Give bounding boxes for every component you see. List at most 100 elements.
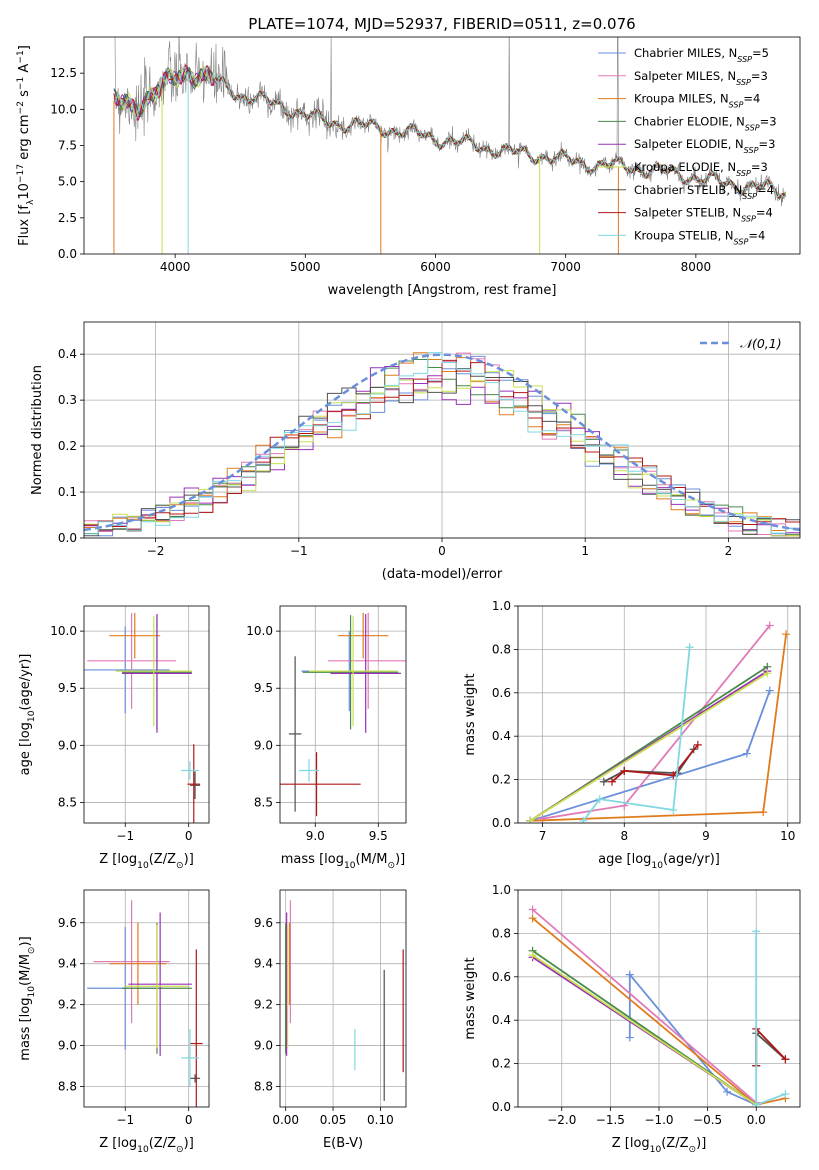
y-tick-label: 0.8 xyxy=(492,926,511,940)
series-chabrier_miles xyxy=(530,690,771,822)
point-marker-kroupa_elodie xyxy=(528,951,537,960)
legend-name: Chabrier STELIB, N xyxy=(634,183,742,197)
x-axis-label: wavelength [Angstrom, rest frame] xyxy=(328,283,557,298)
y-tick-label: 5.0 xyxy=(58,175,77,189)
chart-age_vs_Z: −1 08.59.09.510.0Z [log10(Z/Z⊙)]age [log1… xyxy=(18,605,210,871)
point-marker-kroupa_stelib xyxy=(685,643,694,652)
label-part: )] xyxy=(696,1136,706,1151)
legend-value: =3 xyxy=(751,160,768,174)
x-tick-label: −2 xyxy=(147,544,165,558)
y-tick-label: 0.0 xyxy=(58,531,77,545)
legend-entry: Salpeter STELIB, NSSP=4 xyxy=(634,206,773,224)
y-tick-label: 0.2 xyxy=(58,439,77,453)
y-tick-label: 9.5 xyxy=(58,681,77,695)
legend-sub: SSP xyxy=(745,123,760,132)
x-tick-label: 0.10 xyxy=(367,1113,394,1127)
y-tick-label: 1.0 xyxy=(492,883,511,897)
legend-name: Kroupa MILES, N xyxy=(634,92,729,106)
label-part: )] xyxy=(184,852,194,867)
y-tick-label: 8.5 xyxy=(58,795,77,809)
point-marker-kroupa_miles xyxy=(528,914,537,923)
point-marker-kroupa_elodie xyxy=(526,816,535,823)
point-marker-chabrier_miles xyxy=(742,749,751,758)
model-spectrum-kroupa_stelib xyxy=(113,65,787,198)
model-spectrum-salpeter_stelib xyxy=(113,64,786,199)
chart-mass_vs_Z: −1 08.89.09.29.49.6Z [log10(Z/Z⊙)]mass [l… xyxy=(18,889,210,1155)
y-tick-label: 9.0 xyxy=(58,1039,77,1053)
legend-sub: SSP xyxy=(736,169,751,178)
x-tick-label: 9.5 xyxy=(369,829,388,843)
axes-frame xyxy=(279,605,407,824)
label-part: 10 xyxy=(27,986,37,998)
chart-residuals: −2 −1 0 1 2 0.0 0.1 0.2 0.3 0.4 𝒩(0,1) (data-model)… xyxy=(30,321,801,582)
y-tick-label: 0.8 xyxy=(492,642,511,656)
x-tick-label: 8 xyxy=(620,829,628,843)
gridlines xyxy=(280,606,406,823)
y-tick-label: 0.1 xyxy=(58,485,77,499)
y-tick-label: 9.5 xyxy=(254,681,273,695)
x-tick-label: 7000 xyxy=(550,260,581,274)
label-part: λ xyxy=(26,199,36,205)
x-axis-label: Z [log10(Z/Z⊙)] xyxy=(99,852,194,871)
point-marker-chabrier_miles xyxy=(723,1087,732,1096)
legend-sub: SSP xyxy=(744,146,759,155)
point-marker-chabrier_miles xyxy=(625,970,634,979)
plot-area xyxy=(285,900,404,1101)
label-part: A xyxy=(17,64,32,77)
x-tick-label: 2 xyxy=(725,544,733,558)
y-axis-label: mass [log10(M/M⊙)] xyxy=(18,936,37,1060)
label-part: (Z/Z xyxy=(149,852,176,867)
legend-entry: Kroupa MILES, NSSP=4 xyxy=(634,92,760,110)
x-axis-label: age [log10(age/yr)] xyxy=(598,852,720,871)
x-tick-label: 0.00 xyxy=(272,1113,299,1127)
y-tick-label: 2.5 xyxy=(58,211,77,225)
x-tick-label: 0.05 xyxy=(320,1113,347,1127)
chart-spectrum: 4000 5000 6000 7000 8000 0.0 2.5 5.0 7.5 10.0 12.5… xyxy=(16,15,801,298)
label-part: (M/M xyxy=(18,954,33,986)
y-tick-label: 12.5 xyxy=(50,66,77,80)
point-marker-kroupa_stelib xyxy=(595,795,604,804)
point-marker-salpeter_miles xyxy=(538,814,547,823)
model-spectrum-salpeter_miles xyxy=(113,64,787,198)
label-part: (Z/Z xyxy=(661,1136,688,1151)
gridlines xyxy=(84,890,209,1107)
y-tick-label: 9.0 xyxy=(254,738,273,752)
label-part: ⊙ xyxy=(176,1145,184,1155)
gridlines xyxy=(84,606,209,823)
legend-entry: Chabrier STELIB, NSSP=4 xyxy=(634,183,774,201)
series-salpeter_stelib xyxy=(611,744,699,783)
x-tick-label: −1 xyxy=(290,544,308,558)
y-tick-label: 9.6 xyxy=(58,916,77,930)
point-marker-kroupa_miles xyxy=(759,808,768,817)
x-tick-label: 7 xyxy=(539,829,547,843)
legend-name: Chabrier MILES, N xyxy=(634,46,737,60)
label-part: )] xyxy=(395,852,405,867)
legend-value: =3 xyxy=(758,137,775,151)
y-tick-label: 10.0 xyxy=(246,624,273,638)
x-axis-label: mass [log10(M/M⊙)] xyxy=(281,852,405,871)
chart-title: PLATE=1074, MJD=52937, FIBERID=0511, z=0… xyxy=(248,15,635,33)
y-tick-label: 9.0 xyxy=(58,738,77,752)
label-part: ⊙ xyxy=(176,861,184,871)
series-salpeter_miles xyxy=(532,908,757,1104)
gridlines xyxy=(518,889,800,1108)
label-part: ] xyxy=(17,45,32,50)
histogram-kroupa_miles xyxy=(84,352,800,537)
legend-entry: Salpeter ELODIE, NSSP=3 xyxy=(634,137,775,155)
y-tick-label: 10.0 xyxy=(50,102,77,116)
x-tick-label: 0 xyxy=(185,1113,193,1127)
label-part: (age/yr)] xyxy=(663,852,720,867)
x-tick-label: 5000 xyxy=(290,260,321,274)
legend-entry: Chabrier MILES, NSSP=5 xyxy=(634,46,769,64)
chart-weight_vs_Z: −2.0 −1.5 −1.0 −0.5 0.0 0.0 0.2 0.4 0.6 0.8 1.0 Z [… xyxy=(463,883,801,1155)
label-part: ⊙ xyxy=(387,861,395,871)
label-part: (M/M xyxy=(356,852,388,867)
point-marker-salpeter_stelib xyxy=(693,740,702,749)
legend-value: =4 xyxy=(748,228,765,242)
plot-area xyxy=(280,612,406,817)
point-marker-kroupa_stelib xyxy=(669,805,678,814)
y-axis-label: mass weight xyxy=(463,957,478,1039)
legend-sub: SSP xyxy=(741,214,756,223)
label-part: 10 xyxy=(344,861,356,871)
legend-value: =3 xyxy=(751,69,768,83)
